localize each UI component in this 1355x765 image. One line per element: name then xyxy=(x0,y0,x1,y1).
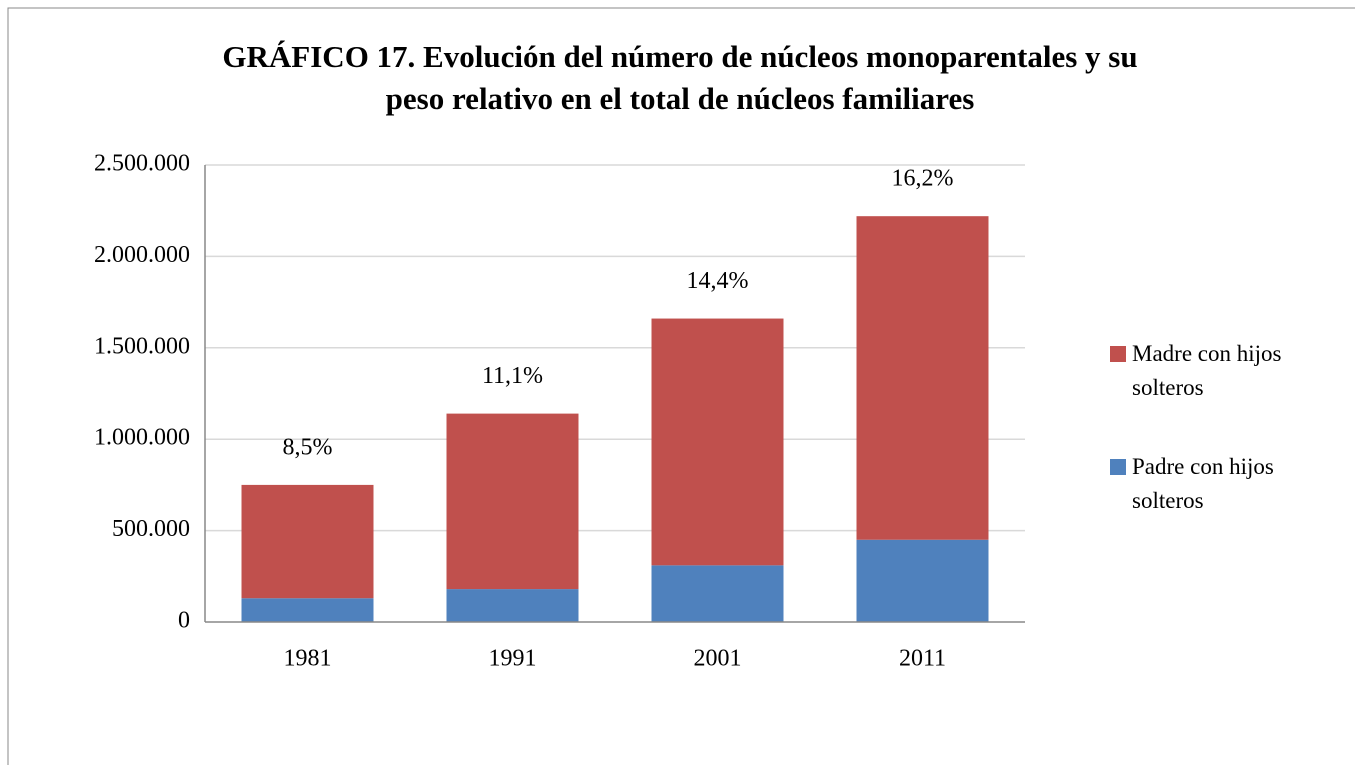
x-tick-label: 2001 xyxy=(694,646,742,672)
legend-item: Padre con hijos solteros xyxy=(1110,450,1310,518)
bar-segment xyxy=(446,413,579,590)
legend-swatch xyxy=(1110,346,1126,362)
data-label: 14,4% xyxy=(687,268,749,294)
y-tick-label: 1.000.000 xyxy=(94,425,190,451)
legend-swatch xyxy=(1110,459,1126,475)
y-tick-label: 2.500.000 xyxy=(94,151,190,177)
x-tick-label: 2011 xyxy=(899,646,946,672)
x-tick-label: 1981 xyxy=(284,646,332,672)
chart-border xyxy=(7,7,1355,765)
x-tick-label: 1991 xyxy=(489,646,537,672)
y-tick-label: 500.000 xyxy=(112,516,190,542)
legend-item: Madre con hijos solteros xyxy=(1110,337,1310,405)
chart-title: GRÁFICO 17. Evolución del número de núcl… xyxy=(222,39,1138,116)
data-label: 11,1% xyxy=(482,363,543,389)
y-tick-label: 1.500.000 xyxy=(94,333,190,359)
bar-segment xyxy=(651,318,784,566)
data-label: 16,2% xyxy=(892,166,954,192)
bar-segment xyxy=(651,565,784,622)
bar-segment xyxy=(446,589,579,622)
bar-segment xyxy=(856,539,989,622)
bar-segment xyxy=(241,484,374,599)
bar-segment xyxy=(856,216,989,540)
data-label: 8,5% xyxy=(283,434,333,460)
bar-segment xyxy=(241,598,374,622)
y-tick-label: 2.000.000 xyxy=(94,242,190,268)
legend-label: Madre con hijos solteros xyxy=(1132,341,1282,400)
legend-label: Padre con hijos solteros xyxy=(1132,454,1274,513)
y-tick-label: 0 xyxy=(178,608,190,634)
